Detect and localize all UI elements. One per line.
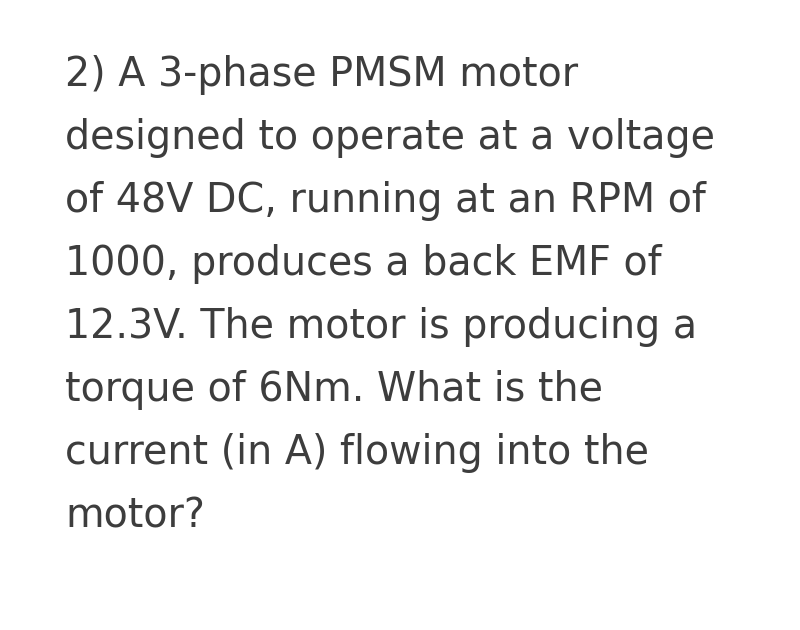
Text: designed to operate at a voltage: designed to operate at a voltage xyxy=(65,118,715,158)
Text: motor?: motor? xyxy=(65,496,205,536)
Text: 1000, produces a back EMF of: 1000, produces a back EMF of xyxy=(65,244,662,284)
Text: of 48V DC, running at an RPM of: of 48V DC, running at an RPM of xyxy=(65,181,706,221)
Text: 12.3V. The motor is producing a: 12.3V. The motor is producing a xyxy=(65,307,697,347)
Text: 2) A 3-phase PMSM motor: 2) A 3-phase PMSM motor xyxy=(65,55,578,95)
Text: current (in A) flowing into the: current (in A) flowing into the xyxy=(65,433,649,473)
Text: torque of 6Nm. What is the: torque of 6Nm. What is the xyxy=(65,370,603,410)
